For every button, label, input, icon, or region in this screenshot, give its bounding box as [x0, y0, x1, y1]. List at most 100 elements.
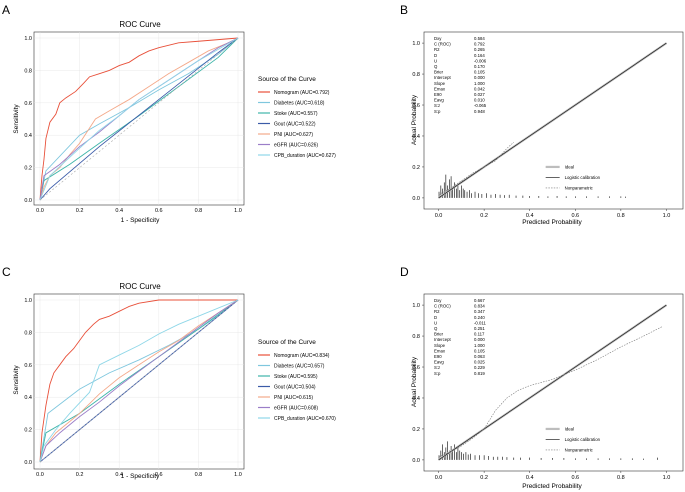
panel-b-calibration: B Predicted Probability Actual Probabili…	[400, 3, 684, 226]
x-tick-label: 0.4	[526, 213, 534, 219]
stat-name: Brier	[434, 70, 444, 75]
legend-entry: PNI (AUC=0.627)	[274, 132, 313, 138]
stat-name: Q	[434, 64, 438, 69]
panel-letter-d: D	[400, 265, 409, 279]
x-tick-label: 0.8	[195, 208, 203, 214]
y-tick-label: 0.2	[24, 166, 32, 172]
stat-name: S:z	[434, 103, 440, 108]
stat-name: Dxy	[434, 298, 442, 303]
y-axis-label: Actual Probability	[411, 94, 418, 145]
stat-name: R2	[434, 309, 440, 314]
legend-entry: Nomogram (AUC=0.792)	[274, 90, 330, 96]
reference-line	[39, 299, 239, 463]
x-tick-label: 0.4	[115, 208, 123, 214]
y-tick-label: 0.6	[412, 365, 420, 371]
y-tick-label: 0.8	[412, 334, 420, 340]
legend-entry: Diabetes (AUC=0.657)	[274, 363, 325, 369]
roc-series-line	[39, 299, 239, 463]
stat-name: Brier	[434, 332, 444, 337]
roc-series-line	[39, 37, 239, 201]
stat-value: 0.027	[474, 92, 485, 97]
y-tick-label: 1.0	[24, 36, 32, 42]
stat-name: D	[434, 315, 437, 320]
legend-entry: CPB_duration (AUC=0.670)	[274, 416, 336, 422]
y-tick-label: 0.0	[24, 460, 32, 466]
stat-value: 0.584	[474, 36, 485, 41]
stat-value: 0.240	[474, 315, 485, 320]
stat-name: S:p	[434, 371, 441, 376]
x-tick-label: 1.0	[234, 472, 242, 478]
panel-c-roc: C ROC Curve 1 - Specificity Sensitivity …	[2, 265, 336, 480]
panel-letter-a: A	[2, 3, 10, 17]
legend-entry: Nonparametric	[565, 447, 594, 452]
x-tick-label: 0.6	[155, 208, 163, 214]
roc-series-line	[39, 37, 239, 201]
roc-series-line	[39, 299, 238, 463]
legend-entry: Gout (AUC=0.504)	[274, 384, 316, 390]
stat-value: 0.948	[474, 109, 485, 114]
stat-value: 0.229	[474, 365, 485, 370]
stat-value: 0.251	[474, 326, 485, 331]
y-tick-label: 0.0	[412, 196, 420, 202]
x-tick-label: 0.8	[617, 475, 625, 481]
legend-entry: CPB_duration (AUC=0.627)	[274, 153, 336, 159]
stat-name: Dxy	[434, 36, 442, 41]
y-tick-label: 0.0	[24, 198, 32, 204]
panel-d-calibration: D Predicted Probability Actual Probabili…	[400, 265, 684, 490]
stat-value: 0.265	[474, 47, 485, 52]
y-tick-label: 1.0	[412, 303, 420, 309]
roc-series-line	[39, 299, 239, 463]
stat-name: E90	[434, 92, 442, 97]
stat-name: C (ROC)	[434, 42, 451, 47]
stat-name: E90	[434, 354, 442, 359]
stat-value: 0.042	[474, 86, 485, 91]
stat-name: Intercept	[434, 337, 452, 342]
y-tick-label: 0.0	[412, 458, 420, 464]
stat-value: 1.000	[474, 81, 485, 86]
stat-value: 0.025	[474, 360, 485, 365]
panel-letter-b: B	[400, 3, 408, 17]
panel-a-roc: A ROC Curve 1 - Specificity Sensitivity …	[2, 3, 336, 224]
x-tick-label: 0.6	[571, 475, 579, 481]
y-tick-label: 0.4	[412, 134, 420, 140]
roc-series-line	[39, 299, 239, 463]
legend-entry: Nonparametric	[565, 185, 594, 190]
roc-series-line	[39, 37, 239, 201]
stat-name: R2	[434, 47, 440, 52]
plot-frame	[423, 293, 684, 472]
y-tick-label: 1.0	[24, 298, 32, 304]
nonparametric-line	[438, 141, 514, 196]
roc-title: ROC Curve	[119, 282, 161, 291]
stat-name: C (ROC)	[434, 304, 451, 309]
legend-entry: Ideal	[565, 426, 574, 431]
stat-name: Eavg	[434, 98, 444, 103]
stat-name: Eavg	[434, 360, 444, 365]
y-axis-label: Actual Probability	[411, 356, 418, 407]
stat-value: 0.667	[474, 298, 485, 303]
stat-name: U	[434, 58, 437, 63]
stat-value: -0.011	[474, 320, 486, 325]
x-tick-label: 0.6	[571, 213, 579, 219]
legend-entry: Stoke (AUC=0.557)	[274, 111, 318, 117]
x-axis-label: Predicted Probability	[522, 483, 582, 490]
stat-name: Emax	[434, 348, 446, 353]
legend-entry: Logistic calibration	[565, 437, 601, 442]
legend-entry: eGFR (AUC=0.626)	[274, 142, 318, 148]
y-tick-label: 0.2	[24, 428, 32, 434]
roc-series-line	[39, 299, 239, 463]
x-axis-label: Predicted Probability	[522, 219, 582, 226]
stat-value: 0.010	[474, 98, 485, 103]
y-tick-label: 0.8	[412, 72, 420, 78]
panel-letter-c: C	[2, 265, 11, 279]
x-tick-label: 0.0	[435, 213, 443, 219]
y-tick-label: 1.0	[412, 41, 420, 47]
x-tick-label: 0.6	[155, 472, 163, 478]
legend-title: Source of the Curve	[258, 76, 316, 83]
stat-value: 0.834	[474, 304, 485, 309]
y-tick-label: 0.2	[412, 165, 420, 171]
stat-value: 0.105	[474, 348, 485, 353]
stat-value: 0.792	[474, 42, 485, 47]
x-tick-label: 0.0	[36, 208, 44, 214]
x-tick-label: 0.8	[617, 213, 625, 219]
